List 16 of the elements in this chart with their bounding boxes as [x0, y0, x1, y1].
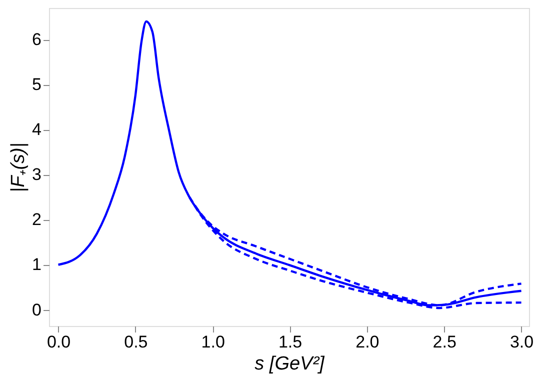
x-tick-label: 0.0	[46, 332, 71, 352]
y-axis-title: |F₊(s)|	[8, 142, 30, 192]
x-tick-label: 1.5	[278, 332, 302, 352]
y-tick-label: 3	[32, 165, 42, 184]
x-tick-label: 2.0	[356, 332, 380, 352]
y-tick-label: 0	[32, 300, 42, 320]
x-tick-label: 2.5	[432, 332, 456, 352]
y-tick-label: 6	[32, 30, 42, 50]
y-tick-label: 1	[32, 255, 42, 274]
y-tick-label: 5	[32, 75, 42, 94]
x-axis-title: s [GeV²]	[254, 354, 326, 374]
y-tick-label: 2	[32, 210, 42, 230]
x-tick-label: 1.0	[201, 332, 225, 352]
x-tick-label: 3.0	[510, 332, 534, 352]
x-tick-label: 0.5	[124, 332, 148, 352]
y-tick-label: 4	[32, 120, 42, 140]
